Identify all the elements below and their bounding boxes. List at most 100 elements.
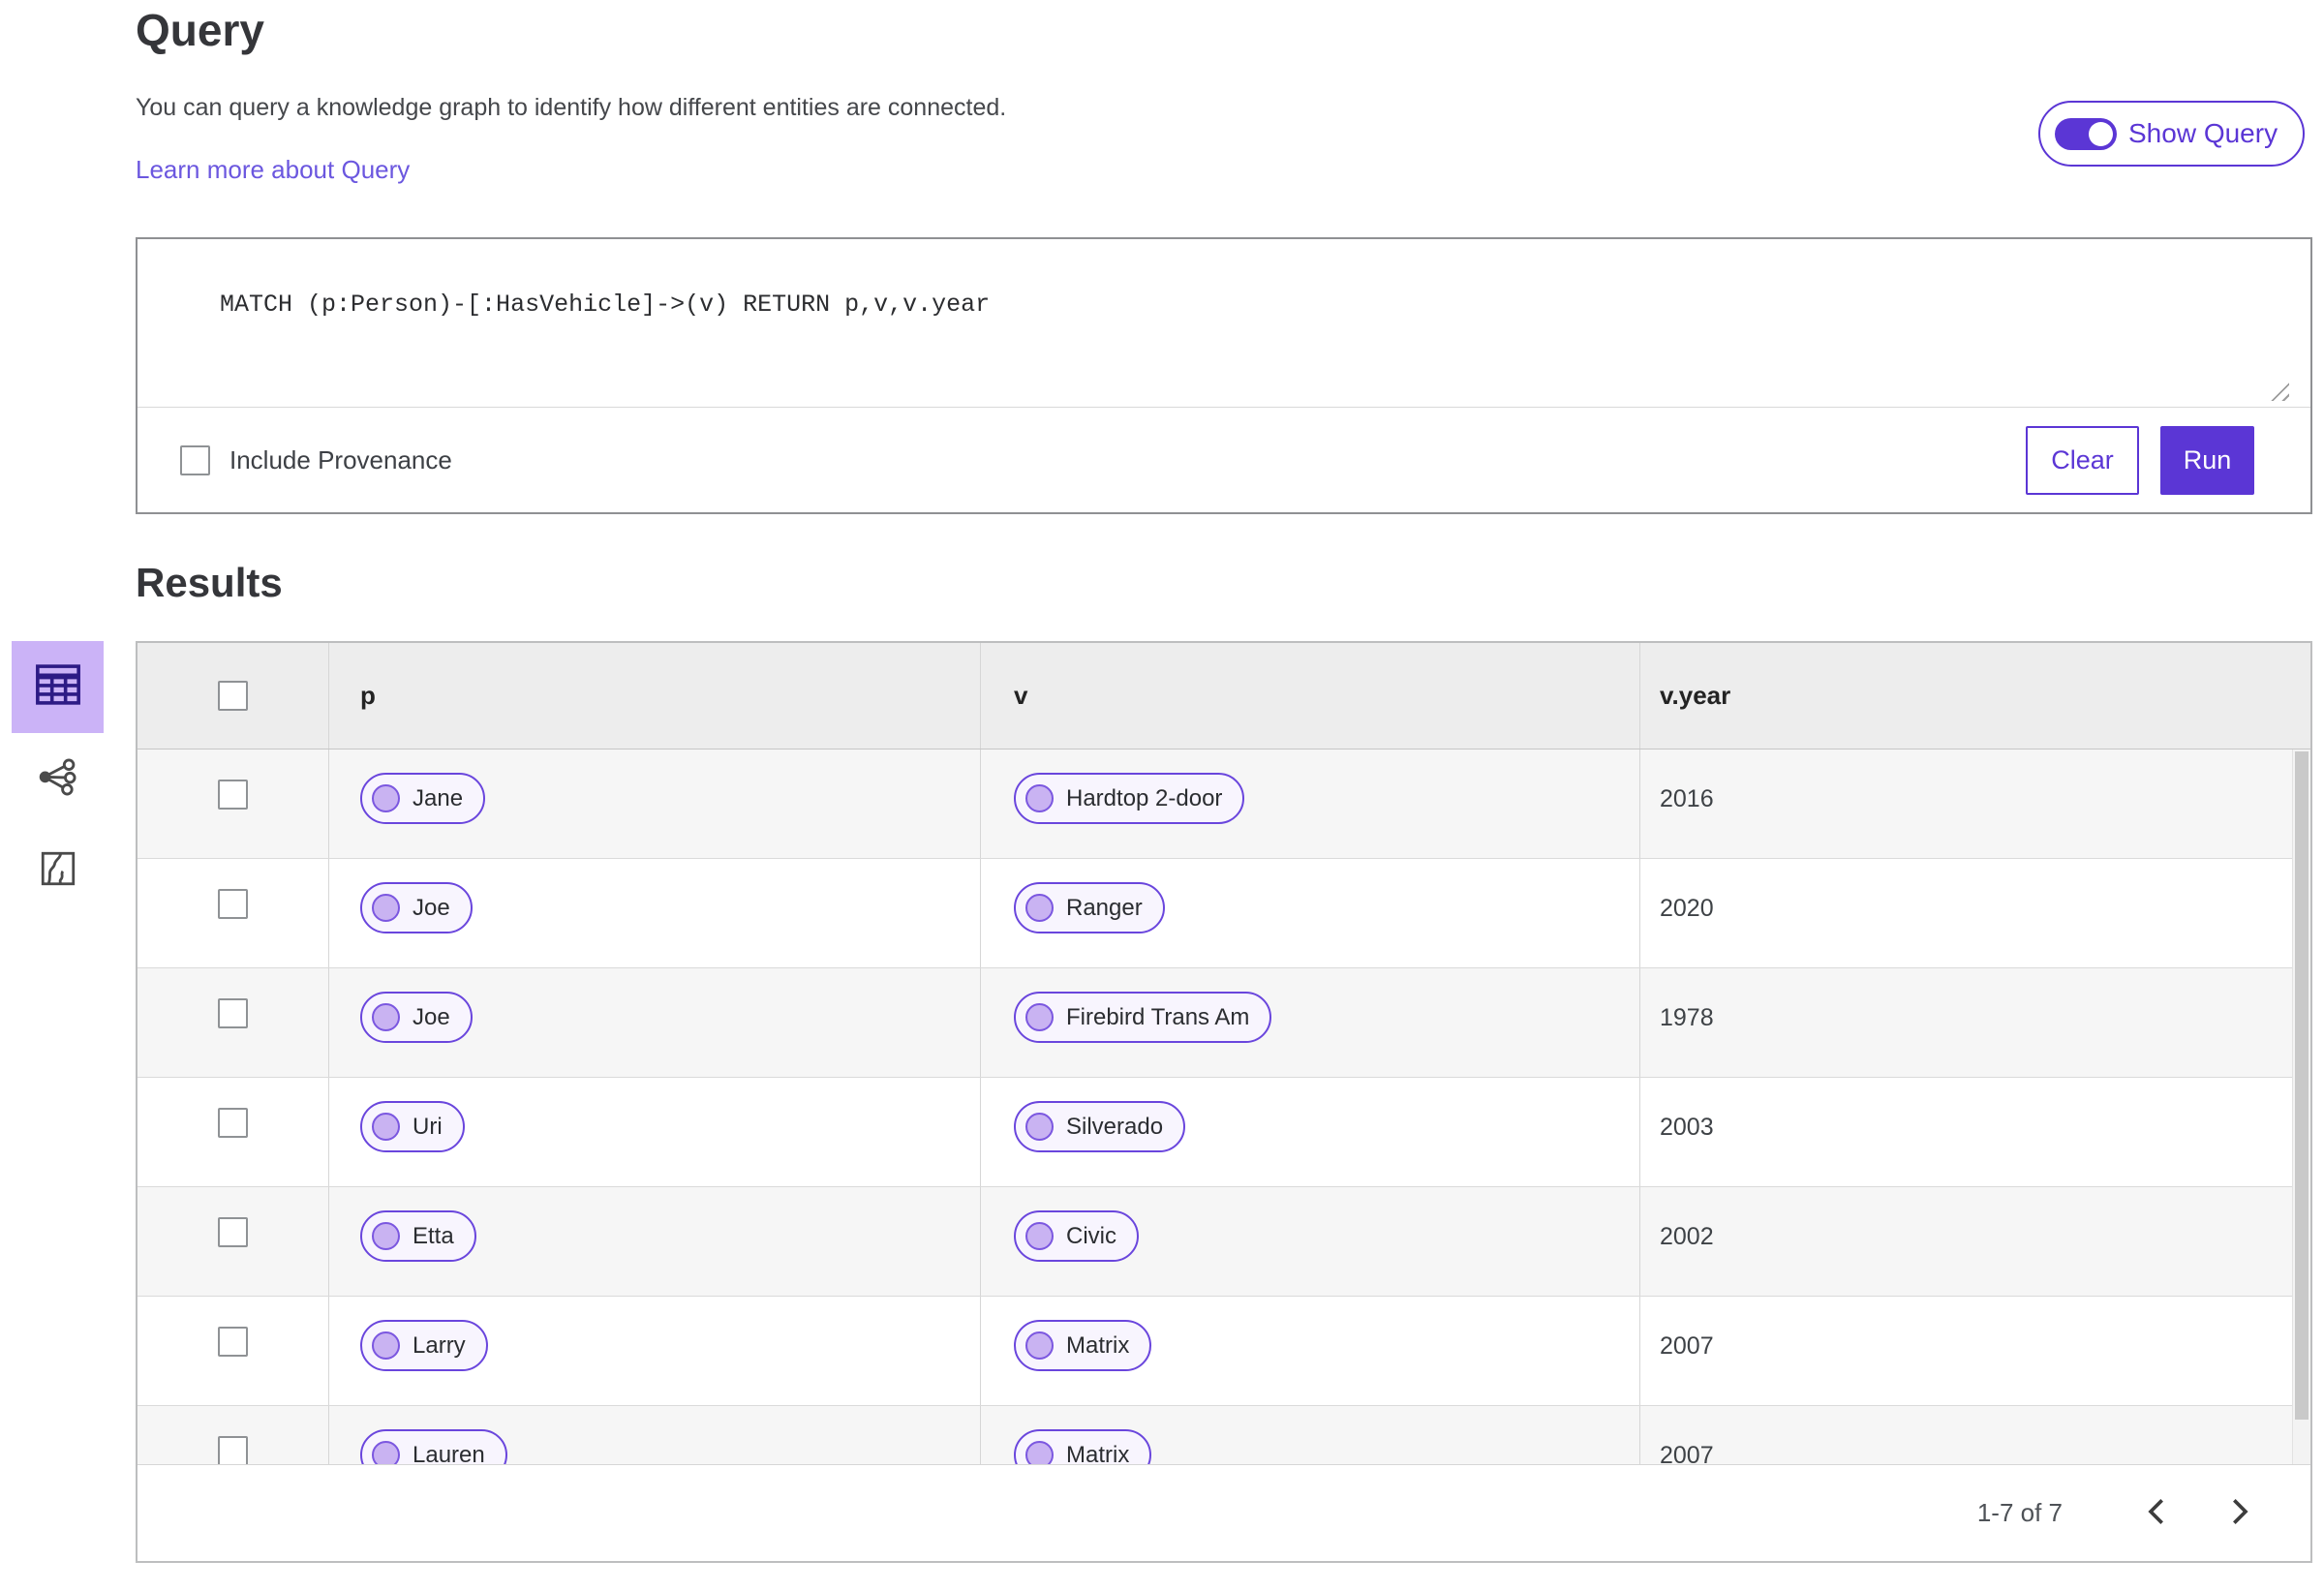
person-label: Larry bbox=[413, 1331, 466, 1359]
pagination-bar: 1-7 of 7 bbox=[138, 1464, 2310, 1561]
person-label: Etta bbox=[413, 1222, 454, 1249]
select-all-checkbox[interactable] bbox=[218, 681, 248, 711]
pagination-range-label: 1-7 of 7 bbox=[1976, 1498, 2063, 1527]
map-icon bbox=[38, 848, 78, 894]
row-checkbox[interactable] bbox=[218, 780, 248, 810]
results-view-switcher bbox=[12, 641, 104, 917]
resize-handle-icon[interactable] bbox=[2264, 378, 2289, 401]
next-page-button[interactable] bbox=[2219, 1492, 2262, 1535]
row-checkbox-cell bbox=[138, 1406, 328, 1466]
row-checkbox[interactable] bbox=[218, 998, 248, 1028]
query-input[interactable]: MATCH (p:Person)-[:HasVehicle]->(v) RETU… bbox=[138, 239, 2310, 408]
vehicle-entity-pill[interactable]: Hardtop 2-door bbox=[1014, 773, 1245, 824]
chevron-left-icon bbox=[2145, 1497, 2166, 1529]
include-provenance-checkbox[interactable] bbox=[180, 444, 210, 475]
person-entity-pill[interactable]: Lauren bbox=[360, 1429, 507, 1466]
cell-p: Larry bbox=[328, 1297, 980, 1405]
table-row: Jane Hardtop 2-door 2016 bbox=[138, 750, 2310, 859]
node-dot-icon bbox=[1025, 1441, 1054, 1466]
vehicle-entity-pill[interactable]: Civic bbox=[1014, 1210, 1139, 1262]
scrollbar-thumb[interactable] bbox=[2295, 751, 2309, 1420]
vehicle-label: Ranger bbox=[1066, 894, 1143, 921]
table-row: Uri Silverado 2003 bbox=[138, 1078, 2310, 1187]
table-body: Jane Hardtop 2-door 2016 Joe Ranger 2 bbox=[138, 750, 2310, 1466]
node-dot-icon bbox=[1025, 894, 1054, 922]
row-checkbox-cell bbox=[138, 1078, 328, 1186]
row-checkbox[interactable] bbox=[218, 1217, 248, 1247]
view-table-button[interactable] bbox=[12, 641, 104, 733]
vehicle-label: Matrix bbox=[1066, 1441, 1130, 1467]
include-provenance-label: Include Provenance bbox=[229, 444, 452, 474]
page-description: You can query a knowledge graph to ident… bbox=[136, 94, 1007, 121]
vehicle-entity-pill[interactable]: Silverado bbox=[1014, 1101, 1186, 1152]
person-entity-pill[interactable]: Jane bbox=[360, 773, 486, 824]
vehicle-entity-pill[interactable]: Matrix bbox=[1014, 1429, 1152, 1467]
prev-page-button[interactable] bbox=[2134, 1492, 2177, 1535]
vehicle-label: Matrix bbox=[1066, 1331, 1130, 1359]
row-checkbox-cell bbox=[138, 1297, 328, 1405]
person-entity-pill[interactable]: Joe bbox=[360, 882, 473, 933]
person-entity-pill[interactable]: Larry bbox=[360, 1320, 488, 1371]
person-entity-pill[interactable]: Joe bbox=[360, 992, 473, 1043]
node-dot-icon bbox=[372, 894, 400, 922]
cell-v-year: 2002 bbox=[1639, 1187, 2310, 1296]
person-label: Joe bbox=[413, 1003, 450, 1030]
view-graph-button[interactable] bbox=[12, 733, 104, 825]
row-checkbox-cell bbox=[138, 859, 328, 967]
learn-more-link[interactable]: Learn more about Query bbox=[136, 155, 411, 184]
results-table: p v v.year Jane Hardtop 2-door 2016 bbox=[136, 641, 2312, 1563]
vehicle-entity-pill[interactable]: Firebird Trans Am bbox=[1014, 992, 1272, 1043]
toggle-on-icon[interactable] bbox=[2055, 117, 2117, 150]
row-checkbox[interactable] bbox=[218, 889, 248, 919]
cell-v: Matrix bbox=[980, 1297, 1639, 1405]
node-dot-icon bbox=[372, 1331, 400, 1360]
column-header-v[interactable]: v bbox=[980, 643, 1639, 749]
cell-v-year: 2016 bbox=[1639, 750, 2310, 858]
vehicle-label: Silverado bbox=[1066, 1113, 1164, 1140]
cell-v: Matrix bbox=[980, 1406, 1639, 1466]
node-dot-icon bbox=[372, 1003, 400, 1031]
view-map-button[interactable] bbox=[12, 825, 104, 917]
cell-v: Civic bbox=[980, 1187, 1639, 1296]
table-row: Larry Matrix 2007 bbox=[138, 1297, 2310, 1406]
vehicle-entity-pill[interactable]: Ranger bbox=[1014, 882, 1165, 933]
row-checkbox[interactable] bbox=[218, 1436, 248, 1466]
cell-v-year: 2020 bbox=[1639, 859, 2310, 967]
row-checkbox[interactable] bbox=[218, 1327, 248, 1357]
vertical-scrollbar[interactable] bbox=[2292, 750, 2310, 1464]
clear-button[interactable]: Clear bbox=[2026, 425, 2139, 495]
row-checkbox[interactable] bbox=[218, 1108, 248, 1138]
person-label: Lauren bbox=[413, 1441, 485, 1467]
run-button[interactable]: Run bbox=[2160, 425, 2254, 495]
node-dot-icon bbox=[1025, 1331, 1054, 1360]
show-query-label: Show Query bbox=[2128, 118, 2278, 148]
table-icon bbox=[32, 658, 84, 716]
column-header-v-year[interactable]: v.year bbox=[1639, 643, 2310, 749]
cell-v: Hardtop 2-door bbox=[980, 750, 1639, 858]
table-row: Joe Ranger 2020 bbox=[138, 859, 2310, 968]
cell-p: Uri bbox=[328, 1078, 980, 1186]
cell-v-year: 2007 bbox=[1639, 1406, 2310, 1466]
vehicle-entity-pill[interactable]: Matrix bbox=[1014, 1320, 1152, 1371]
toggle-knob bbox=[2089, 121, 2113, 146]
table-row: Lauren Matrix 2007 bbox=[138, 1406, 2310, 1466]
person-label: Jane bbox=[413, 784, 464, 811]
vehicle-label: Firebird Trans Am bbox=[1066, 1003, 1250, 1030]
cell-v-year: 1978 bbox=[1639, 968, 2310, 1077]
query-editor-panel: MATCH (p:Person)-[:HasVehicle]->(v) RETU… bbox=[136, 237, 2312, 514]
person-entity-pill[interactable]: Etta bbox=[360, 1210, 476, 1262]
row-checkbox-cell bbox=[138, 750, 328, 858]
cell-p: Lauren bbox=[328, 1406, 980, 1466]
vehicle-label: Hardtop 2-door bbox=[1066, 784, 1223, 811]
show-query-toggle[interactable]: Show Query bbox=[2038, 101, 2306, 167]
query-footer: Include Provenance Clear Run bbox=[138, 408, 2310, 512]
node-dot-icon bbox=[1025, 1003, 1054, 1031]
person-entity-pill[interactable]: Uri bbox=[360, 1101, 465, 1152]
person-label: Uri bbox=[413, 1113, 443, 1140]
column-header-p[interactable]: p bbox=[328, 643, 980, 749]
query-text: MATCH (p:Person)-[:HasVehicle]->(v) RETU… bbox=[220, 291, 991, 319]
row-checkbox-cell bbox=[138, 968, 328, 1077]
cell-v-year: 2003 bbox=[1639, 1078, 2310, 1186]
person-label: Joe bbox=[413, 894, 450, 921]
results-title: Results bbox=[136, 560, 283, 605]
